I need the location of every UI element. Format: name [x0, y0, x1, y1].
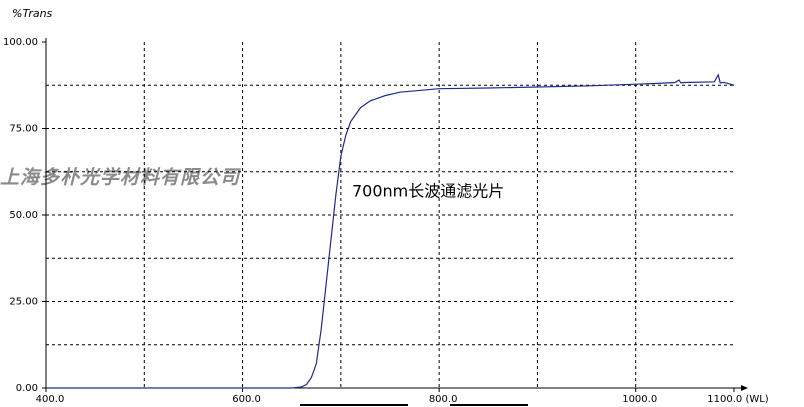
y-tick-label: 0.00 — [16, 383, 38, 394]
y-tick-label: 75.00 — [9, 124, 38, 135]
axis-arrow — [741, 385, 748, 391]
x-tick-label: 800.0 — [429, 394, 458, 405]
x-tick-label: 600.0 — [232, 394, 261, 405]
y-tick-label: 25.00 — [9, 297, 38, 308]
x-tick-label: 1100.0 (WL) — [707, 394, 769, 405]
annotation: 700nm长波通滤光片 — [352, 182, 504, 201]
x-tick-label: 1000.0 — [622, 394, 657, 405]
y-tick-label: 50.00 — [9, 210, 38, 221]
spectrum-line — [46, 73, 735, 389]
y-axis-label: %Trans — [12, 7, 53, 20]
x-tick-label: 400.0 — [36, 394, 65, 405]
y-tick-label: 100.00 — [3, 37, 38, 48]
watermark: 上海多朴光学材料有限公司 — [0, 167, 242, 189]
